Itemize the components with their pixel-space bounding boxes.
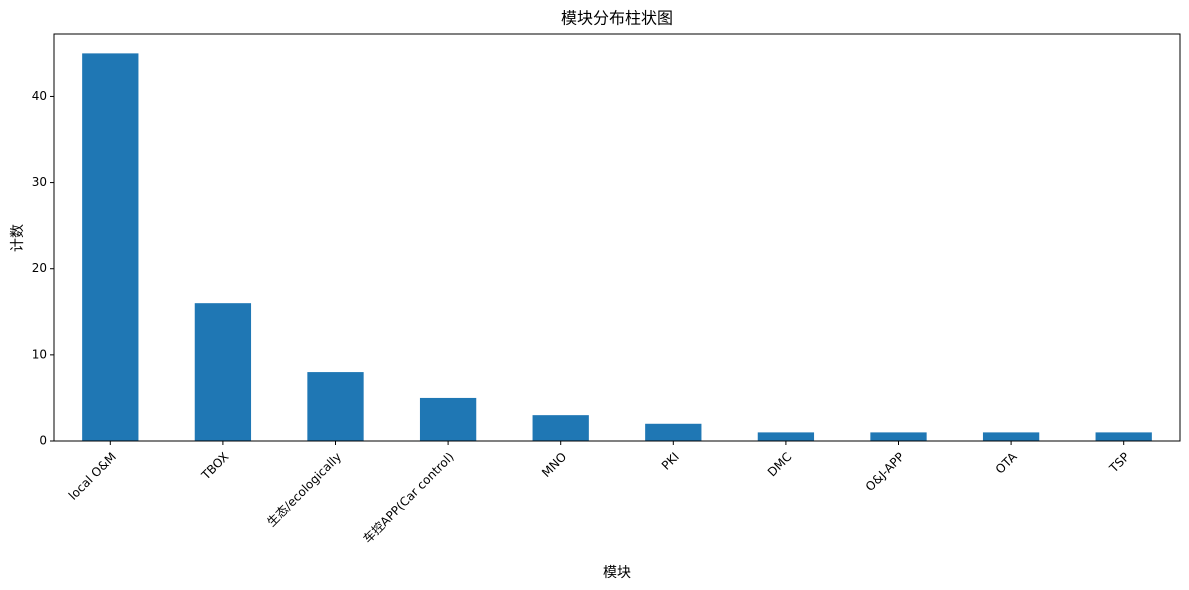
- bar: [870, 432, 927, 441]
- y-tick-label: 0: [39, 434, 47, 448]
- x-tick-label: 生态/ecologically: [264, 450, 344, 530]
- bar: [645, 423, 702, 441]
- y-tick-label: 10: [32, 347, 47, 361]
- x-tick-label: DMC: [765, 450, 795, 480]
- plot-frame: [53, 33, 1181, 442]
- bar: [1095, 432, 1152, 441]
- y-axis-label: 计数: [10, 224, 26, 252]
- bar: [419, 397, 477, 441]
- y-tick-label: 30: [32, 175, 47, 189]
- bar: [532, 415, 589, 441]
- chart-title: 模块分布柱状图: [561, 9, 673, 28]
- x-tick-label: TSP: [1106, 450, 1132, 476]
- x-tick-label: O&J-APP: [863, 450, 907, 494]
- x-tick-label: PKI: [659, 450, 682, 473]
- bar: [982, 432, 1040, 441]
- x-tick-label: local O&M: [66, 450, 119, 503]
- bar: [194, 303, 252, 441]
- bar: [307, 372, 364, 441]
- x-tick-label: TBOX: [198, 450, 231, 483]
- bar: [757, 432, 815, 441]
- x-axis-label: 模块: [603, 565, 631, 581]
- y-tick-label: 20: [32, 261, 47, 275]
- y-tick-label: 40: [32, 89, 47, 103]
- x-tick-label: MNO: [539, 450, 569, 480]
- x-tick-label: 车控APP(Car control): [360, 449, 457, 546]
- x-tick-label: OTA: [993, 449, 1020, 476]
- bar: [82, 53, 139, 441]
